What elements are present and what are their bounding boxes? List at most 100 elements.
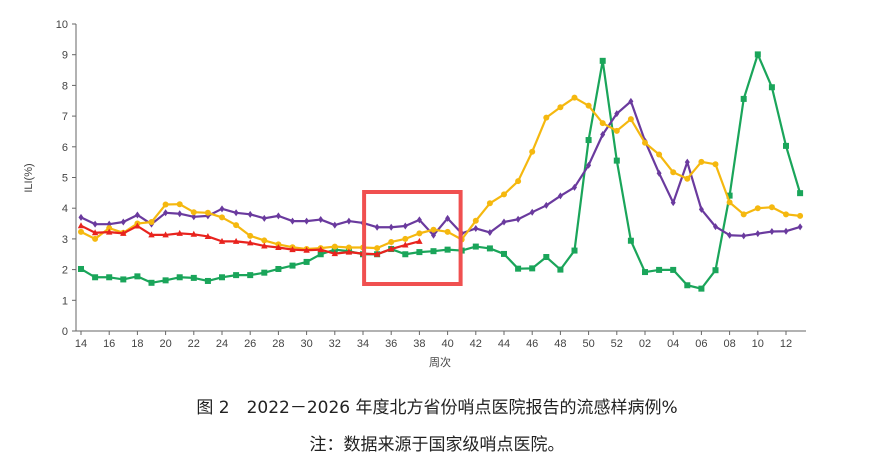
data-point: [247, 232, 254, 239]
data-point: [232, 237, 240, 244]
data-point: [233, 272, 240, 279]
data-point: [501, 191, 507, 198]
x-tick-label: 30: [300, 338, 312, 350]
data-point: [162, 277, 169, 284]
series-line: [80, 100, 801, 237]
data-point: [233, 222, 240, 229]
data-point: [698, 205, 704, 213]
data-point: [91, 229, 99, 236]
data-point: [627, 237, 634, 244]
data-point: [190, 209, 197, 216]
data-point: [120, 276, 127, 283]
data-point: [543, 114, 550, 121]
data-point: [430, 248, 437, 255]
data-point: [430, 226, 437, 233]
x-tick-label: 52: [611, 338, 623, 350]
data-point: [388, 223, 394, 231]
x-tick-label: 18: [131, 338, 143, 350]
data-point: [656, 169, 662, 177]
data-point: [416, 249, 423, 256]
data-point: [345, 244, 352, 251]
data-point: [586, 161, 592, 169]
series-line: [80, 53, 802, 290]
data-point: [713, 223, 718, 231]
y-tick-label: 1: [62, 295, 68, 307]
data-point: [219, 274, 225, 281]
x-axis-label: 周次: [429, 355, 451, 369]
data-point: [162, 231, 169, 238]
data-point: [599, 120, 606, 127]
data-point: [740, 211, 747, 218]
data-point: [613, 157, 620, 164]
x-tick-label: 26: [244, 338, 256, 350]
data-point: [219, 214, 225, 221]
data-point: [656, 151, 663, 158]
data-point: [769, 228, 775, 236]
x-tick-label: 08: [723, 338, 735, 350]
y-tick-label: 5: [62, 173, 68, 185]
data-point: [472, 243, 479, 250]
data-point: [303, 258, 310, 265]
y-tick-label: 3: [62, 234, 68, 246]
data-point: [783, 142, 789, 149]
data-point: [754, 205, 761, 212]
x-tick-label: 02: [639, 338, 651, 350]
series-3: [77, 222, 423, 257]
data-point: [92, 220, 98, 228]
x-tick-label: 44: [498, 338, 510, 350]
y-tick-label: 7: [62, 111, 68, 123]
data-point: [486, 200, 493, 207]
data-point: [204, 209, 211, 216]
data-point: [148, 231, 155, 238]
data-point: [684, 158, 690, 166]
data-point: [768, 84, 775, 91]
data-point: [176, 274, 183, 281]
x-tick-label: 24: [216, 338, 228, 350]
x-tick-label: 06: [695, 338, 707, 350]
x-tick-label: 28: [272, 338, 284, 350]
data-point: [741, 232, 747, 240]
y-axis-label: ILI(%): [23, 163, 35, 192]
data-point: [557, 104, 564, 111]
y-tick-label: 9: [62, 50, 68, 62]
data-point: [289, 262, 296, 269]
data-point: [317, 251, 324, 258]
data-point: [416, 237, 423, 244]
x-tick-label: 34: [357, 338, 369, 350]
data-point: [176, 229, 183, 236]
data-point: [247, 210, 253, 218]
data-point: [247, 239, 254, 246]
data-point: [515, 215, 521, 223]
y-tick-label: 6: [62, 142, 68, 154]
data-point: [373, 250, 381, 257]
data-point: [290, 217, 295, 225]
data-point: [78, 228, 84, 235]
data-point: [642, 269, 648, 276]
y-tick-label: 4: [62, 203, 68, 215]
data-point: [487, 228, 493, 236]
data-point: [92, 235, 99, 242]
data-point: [120, 218, 126, 226]
data-point: [134, 273, 141, 280]
data-point: [754, 51, 761, 58]
data-point: [585, 102, 592, 109]
data-point: [317, 246, 324, 253]
x-tick-label: 22: [188, 338, 200, 350]
data-point: [416, 216, 422, 224]
x-tick-label: 14: [75, 338, 87, 350]
data-point: [134, 211, 140, 219]
data-point: [261, 242, 268, 249]
data-point: [289, 246, 296, 253]
data-point: [431, 231, 436, 239]
data-point: [331, 243, 338, 250]
data-point: [416, 230, 423, 237]
data-point: [557, 266, 564, 273]
data-point: [613, 127, 620, 134]
data-point: [473, 224, 479, 232]
data-point: [261, 269, 268, 276]
data-point: [247, 272, 254, 279]
data-point: [444, 246, 451, 253]
data-point: [346, 217, 352, 225]
data-point: [797, 212, 804, 219]
